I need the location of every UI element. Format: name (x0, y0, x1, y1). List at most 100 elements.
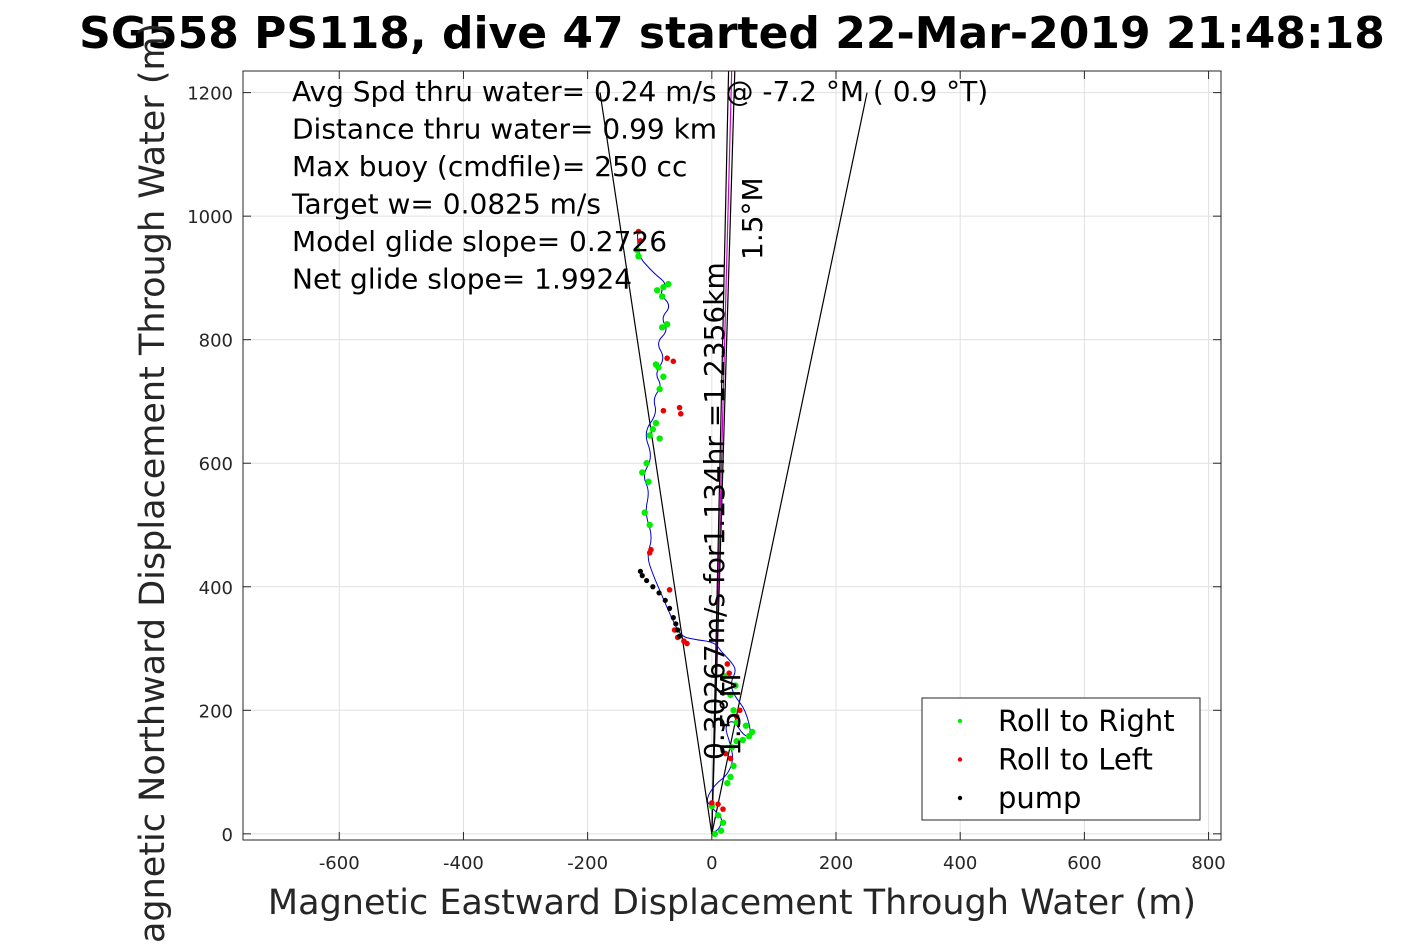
pump-point (637, 568, 644, 574)
pump-point (662, 597, 668, 603)
roll-right-point (727, 691, 734, 699)
roll-right-point (719, 819, 727, 826)
roll-right-point (714, 812, 722, 819)
pump-point (673, 621, 679, 627)
stats-annotation: Model glide slope= 0.2726 (292, 225, 667, 258)
cone-upper-label: 1.5°M (736, 177, 769, 260)
roll-right-point (711, 830, 719, 838)
roll-right-point (727, 773, 734, 781)
pump-point (666, 605, 673, 611)
roll-left-point (684, 640, 690, 647)
legend-entry: Roll to Left (998, 743, 1153, 777)
roll-right-point (652, 419, 660, 427)
roll-right-point (660, 373, 667, 380)
roll-right-point (653, 287, 661, 294)
pump-point (676, 633, 683, 639)
x-tick-label: 400 (943, 853, 977, 874)
roll-left-point (709, 800, 715, 806)
current-label: 0.30267m/s for1.134hr =1.2356km (698, 262, 731, 760)
x-axis-label: Magnetic Eastward Displacement Through W… (268, 883, 1196, 923)
legend-marker (957, 718, 963, 724)
stats-annotation: Net glide slope= 1.9924 (292, 263, 632, 296)
heading-line (599, 92, 713, 834)
cone-lower-label: 1.5°M (714, 673, 747, 756)
roll-markers (634, 228, 756, 838)
roll-right-point (660, 283, 667, 291)
roll-right-point (656, 385, 663, 393)
roll-left-point (664, 355, 670, 362)
roll-left-point (727, 755, 734, 762)
roll-right-point (730, 707, 737, 714)
legend-marker (957, 795, 963, 801)
roll-right-point (739, 736, 747, 744)
pump-point (650, 584, 656, 590)
roll-right-point (742, 722, 750, 729)
pump-point (644, 577, 650, 584)
x-tick-label: -400 (443, 853, 484, 874)
roll-left-point (722, 750, 729, 757)
y-tick-label: 200 (199, 701, 233, 722)
pump-point (656, 590, 662, 596)
stats-annotation: Target w= 0.0825 m/s (291, 188, 601, 221)
reference-lines (599, 71, 868, 834)
cone-line (711, 71, 736, 834)
roll-left-point (670, 358, 677, 365)
axes-box (242, 70, 1222, 841)
legend: Roll to Right Roll to Left pump (921, 697, 1201, 821)
glider-track (636, 231, 751, 835)
roll-right-point (658, 324, 666, 331)
legend-marker (957, 757, 963, 762)
axis-ticks: -600 -400 -200 0 200 400 600 800 0 200 400 600 800 10… (187, 71, 1226, 874)
pump-point (670, 615, 676, 621)
y-tick-label: 0 (222, 825, 233, 846)
roll-left-point (715, 801, 721, 807)
roll-right-point (652, 361, 660, 368)
roll-right-point (646, 521, 653, 529)
chart-title: SG558 PS118, dive 47 started 22-Mar-2019… (79, 8, 1385, 59)
roll-right-point (730, 762, 737, 770)
stats-annotation: Distance thru water= 0.99 km (292, 113, 717, 146)
grid-lines (243, 71, 1221, 840)
roll-left-point (720, 806, 726, 812)
roll-right-point (748, 728, 756, 736)
pump-point (675, 627, 681, 633)
roll-left-point (660, 407, 667, 414)
roll-right-point (733, 737, 740, 745)
roll-right-point (641, 509, 648, 516)
roll-left-point (736, 707, 743, 714)
roll-left-point (733, 713, 740, 720)
roll-right-point (645, 478, 652, 485)
roll-left-point (726, 670, 733, 677)
roll-left-point (637, 238, 644, 244)
roll-right-point (649, 426, 657, 433)
roll-left-point (677, 411, 684, 417)
roll-right-point (635, 253, 642, 260)
y-tick-label: 1200 (187, 84, 233, 105)
roll-right-point (724, 779, 731, 787)
legend-box (921, 697, 1201, 821)
x-tick-label: 600 (1067, 853, 1101, 874)
roll-left-point (676, 404, 683, 411)
y-tick-label: 800 (199, 331, 233, 352)
y-tick-label: 1000 (187, 207, 233, 228)
x-tick-label: -200 (567, 853, 608, 874)
x-tick-label: -600 (319, 853, 360, 874)
roll-right-point (646, 432, 653, 439)
roll-right-point (665, 280, 672, 288)
roll-right-point (658, 293, 666, 300)
roll-left-point (648, 546, 654, 553)
cone-line (711, 71, 730, 834)
roll-right-point (732, 682, 739, 689)
roll-left-point (635, 228, 642, 235)
roll-left-point (666, 587, 673, 593)
roll-right-point (634, 246, 641, 254)
roll-right-point (717, 827, 725, 834)
stats-annotations: Avg Spd thru water= 0.24 m/s @ -7.2 °M (… (291, 75, 988, 296)
roll-right-point (639, 469, 646, 476)
stats-annotation: Avg Spd thru water= 0.24 m/s @ -7.2 °M (… (292, 75, 988, 108)
roll-right-point (728, 744, 735, 751)
x-tick-label: 200 (819, 853, 853, 874)
legend-entry: pump (998, 781, 1081, 815)
